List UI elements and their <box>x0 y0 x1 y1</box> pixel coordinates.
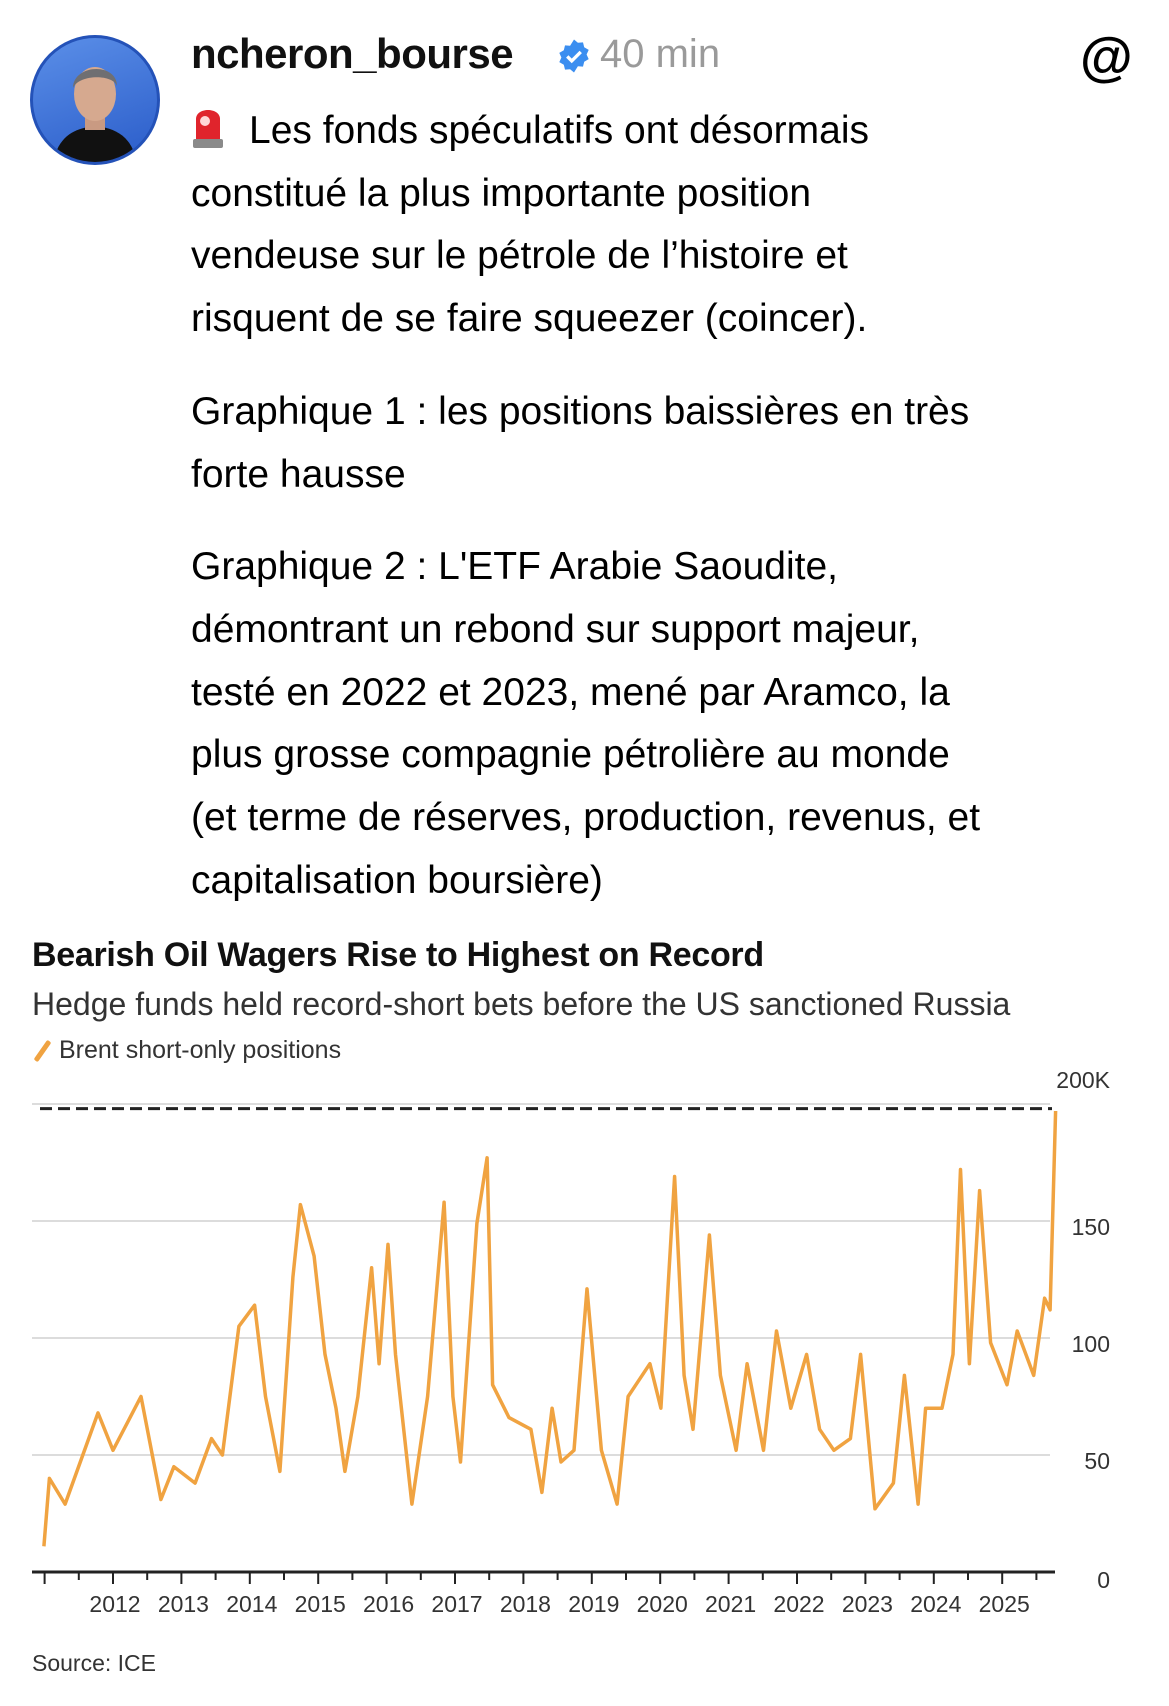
chart-source: Source: ICE <box>32 1650 156 1676</box>
x-tick-label: 2018 <box>500 1591 551 1617</box>
verified-badge-icon <box>559 39 589 73</box>
avatar-photo <box>53 67 137 162</box>
x-tick-label: 2022 <box>773 1591 824 1617</box>
siren-emoji-icon <box>191 105 225 149</box>
post-line: risquent de se faire squeezer (coincer). <box>191 297 868 341</box>
post-line: capitalisation boursière) <box>191 858 603 902</box>
post-line: constitué la plus importante position <box>191 171 812 215</box>
post-line: forte hausse <box>191 452 406 496</box>
chart-subtitle: Hedge funds held record-short bets befor… <box>32 986 1011 1022</box>
series-line-brent-shorts <box>42 1110 1058 1547</box>
x-tick-label: 2017 <box>431 1591 482 1617</box>
avatar[interactable] <box>30 35 160 165</box>
post-timestamp[interactable]: 40 min <box>600 32 721 76</box>
username[interactable]: ncheron_bourse <box>191 30 514 77</box>
y-tick-label: 150 <box>1072 1214 1110 1240</box>
x-tick-label: 2020 <box>637 1591 688 1617</box>
post-line: plus grosse compagnie pétrolière au mond… <box>191 733 950 777</box>
x-tick-label: 2013 <box>158 1591 209 1617</box>
post-line: Graphique 1 : les positions baissières e… <box>191 389 970 433</box>
post-line: Graphique 2 : L'ETF Arabie Saoudite, <box>191 545 839 589</box>
post-line: vendeuse sur le pétrole de l’histoire et <box>191 234 848 278</box>
threads-logo-icon[interactable]: @ <box>1080 27 1133 87</box>
y-tick-label: 200K <box>1056 1067 1110 1093</box>
x-tick-label: 2019 <box>568 1591 619 1617</box>
x-tick-label: 2014 <box>226 1591 277 1617</box>
post-paragraph-2: Graphique 1 : les positions baissières e… <box>191 381 1151 506</box>
chart-plot: 0 50 100 150 200K 2012 2013 2014 2015 2016 2017 201… <box>32 1067 1111 1617</box>
x-tick-label: 2025 <box>979 1591 1030 1617</box>
chart-legend: Brent short-only positions <box>32 1036 341 1065</box>
post-line: testé en 2022 et 2023, mené par Aramco, … <box>191 670 950 714</box>
post-line: démontrant un rebond sur support majeur, <box>191 607 920 651</box>
post-line: (et terme de réserves, production, reven… <box>191 796 981 840</box>
x-tick-label: 2012 <box>89 1591 140 1617</box>
post-paragraph-1: Les fonds spéculatifs ont désormais cons… <box>191 100 1151 351</box>
y-tick-label: 50 <box>1084 1448 1110 1474</box>
post-paragraph-3: Graphique 2 : L'ETF Arabie Saoudite, dém… <box>191 536 1151 912</box>
x-tick-label: 2016 <box>363 1591 414 1617</box>
y-tick-label: 0 <box>1097 1567 1110 1593</box>
x-tick-label: 2021 <box>705 1591 756 1617</box>
legend-swatch <box>33 1039 52 1062</box>
legend-label: Brent short-only positions <box>59 1036 342 1064</box>
x-tick-label: 2023 <box>842 1591 893 1617</box>
post-line: Les fonds spéculatifs ont désormais <box>191 100 1151 163</box>
x-tick-label: 2015 <box>295 1591 346 1617</box>
post-body: Les fonds spéculatifs ont désormais cons… <box>191 100 1151 942</box>
y-tick-label: 100 <box>1072 1331 1110 1357</box>
chart-title: Bearish Oil Wagers Rise to Highest on Re… <box>32 936 764 974</box>
x-tick-label: 2024 <box>910 1591 961 1617</box>
